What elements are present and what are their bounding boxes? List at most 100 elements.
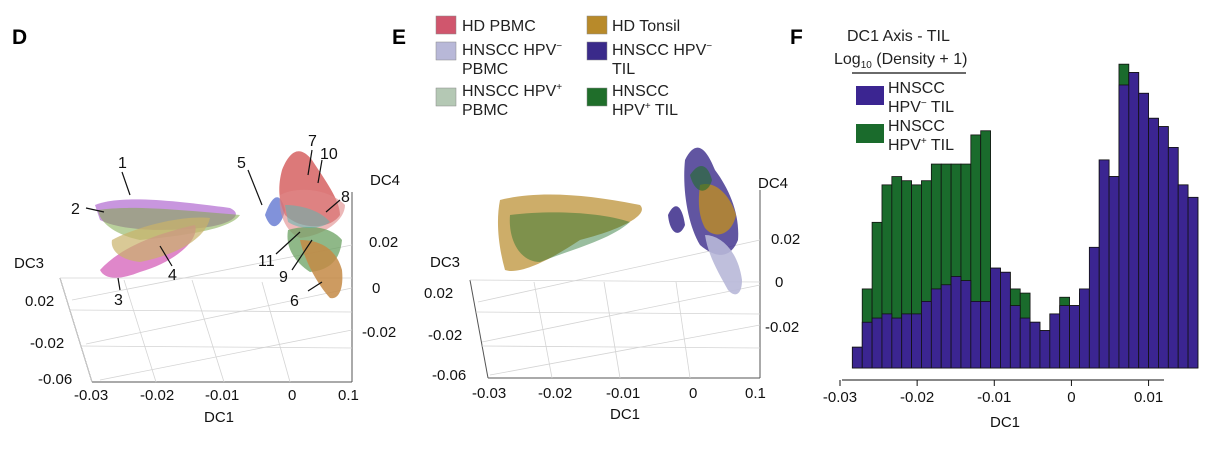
- panel-f-letter: F: [790, 26, 803, 49]
- histogram-bar: [1029, 321, 1041, 369]
- cluster-label-8: 8: [341, 189, 350, 206]
- cluster-label-9: 9: [279, 269, 288, 286]
- histogram-tick-label: 0: [1067, 389, 1075, 406]
- panel-e: E HD PBMC HNSCC HPV− PBMC HNSCC HPV+ PBM…: [392, 15, 800, 423]
- legend-label-f-1: HNSCC: [888, 80, 945, 97]
- cluster-label-2: 2: [71, 201, 80, 218]
- histogram-bar: [901, 313, 912, 369]
- histogram-bar: [1177, 184, 1189, 369]
- legend-swatch-hpvneg-pbmc: [435, 41, 457, 61]
- histogram-bar: [881, 313, 893, 369]
- histogram-bar: [861, 321, 873, 369]
- legend-label-hd-pbmc: HD PBMC: [462, 18, 536, 35]
- histogram-tick-label: 0.01: [1134, 389, 1163, 406]
- legend-label-f-2b: HPV+ TIL: [888, 136, 954, 154]
- panel-f: F DC1 Axis - TIL Log10 (Density + 1) HNS…: [790, 26, 1199, 431]
- histogram-title: DC1 Axis - TIL: [847, 28, 950, 45]
- dc1-tick: 0.1: [745, 385, 766, 402]
- histogram-bar: [1158, 126, 1169, 369]
- histogram-bar: [1009, 305, 1021, 369]
- cluster-label-6: 6: [290, 293, 299, 310]
- cluster-label-3: 3: [114, 292, 123, 309]
- histogram-bar: [911, 313, 922, 369]
- cluster-label-11: 11: [258, 253, 275, 270]
- legend-label-hpvneg-pbmc: HNSCC HPV−: [462, 41, 562, 59]
- histogram-bar: [1167, 147, 1179, 369]
- dc1-tick: -0.02: [140, 387, 174, 404]
- histogram-bar: [940, 284, 952, 369]
- legend-label-hpvpos-pbmc: HNSCC HPV+: [462, 82, 562, 100]
- histogram-bar: [1138, 92, 1149, 369]
- legend-swatch-hpvneg-til: [586, 41, 608, 61]
- dc1-tick: -0.03: [74, 387, 108, 404]
- legend-label-f-2: HNSCC: [888, 118, 945, 135]
- panel-e-points: [497, 147, 742, 295]
- histogram-bar: [1128, 72, 1140, 369]
- panel-d-points: [95, 151, 345, 299]
- panel-d-cluster-labels: 1 2 3 4 5 6 7 8 9 10 11: [71, 133, 350, 310]
- histogram-tick-label: -0.02: [900, 389, 934, 406]
- histogram-bar: [1069, 305, 1080, 369]
- dc1-tick: -0.01: [606, 385, 640, 402]
- dc3-tick: 0.02: [25, 293, 54, 310]
- legend-swatch-hpvpos-til: [586, 87, 608, 107]
- histogram-bar: [921, 301, 932, 369]
- dc4-tick: 0: [372, 280, 380, 297]
- histogram-bar: [871, 317, 883, 369]
- histogram-subtitle: Log10 (Density + 1): [834, 51, 967, 71]
- histogram-bar: [970, 301, 982, 369]
- dc4-label: DC4: [758, 175, 788, 192]
- panel-e-letter: E: [392, 26, 406, 49]
- cluster-label-10: 10: [320, 146, 338, 163]
- legend-label-hpvpos-pbmc-2: PBMC: [462, 102, 508, 119]
- histogram-bar: [1059, 305, 1070, 369]
- legend-label-hpvpos-til: HNSCC: [612, 83, 669, 100]
- histogram-bar: [851, 346, 863, 369]
- legend-label-hpvneg-til-2: TIL: [612, 61, 635, 78]
- dc4-label: DC4: [370, 172, 400, 189]
- panel-e-ticks: DC4 0.02 0 -0.02 DC3 0.02 -0.02 -0.06 -0…: [424, 175, 800, 423]
- legend-swatch-hpvpos-til: [856, 124, 884, 143]
- dc1-tick: 0.1: [338, 387, 359, 404]
- panel-d-letter: D: [12, 26, 27, 49]
- cluster-label-1: 1: [118, 155, 127, 172]
- histogram-bar: [1118, 84, 1130, 369]
- dc4-tick: -0.02: [765, 319, 799, 336]
- legend-swatch-hd-tonsil: [586, 15, 608, 35]
- legend-label-f-1b: HPV− TIL: [888, 98, 954, 116]
- histogram-bar: [930, 288, 942, 369]
- histogram-bar: [1000, 271, 1011, 369]
- cluster-label-7: 7: [308, 133, 317, 150]
- cluster-label-4: 4: [168, 267, 177, 284]
- histogram-bar: [990, 267, 1001, 369]
- histogram-x-label: DC1: [990, 414, 1020, 431]
- legend-swatch-hpvneg-til: [856, 86, 884, 105]
- dc3-tick: -0.06: [432, 367, 466, 384]
- histogram-bar: [1098, 159, 1110, 369]
- legend-swatch-hpvpos-pbmc: [435, 87, 457, 107]
- histogram-bar: [1088, 246, 1100, 369]
- dc4-tick: -0.02: [362, 324, 396, 341]
- histogram-bar: [1187, 196, 1199, 369]
- panel-d-leaders: [85, 149, 341, 292]
- panel-e-axes: [469, 190, 761, 379]
- legend-label-hpvpos-til-2: HPV+ TIL: [612, 101, 678, 119]
- dc1-tick: -0.01: [205, 387, 239, 404]
- histogram-bar: [960, 280, 972, 369]
- dc1-tick: -0.03: [472, 385, 506, 402]
- dc3-tick: -0.02: [428, 327, 462, 344]
- histogram-bar: [1039, 330, 1051, 369]
- dc3-label: DC3: [14, 255, 44, 272]
- histogram-bar: [891, 317, 903, 369]
- dc1-label: DC1: [204, 409, 234, 426]
- panel-e-legend: HD PBMC HNSCC HPV− PBMC HNSCC HPV+ PBMC …: [435, 15, 712, 119]
- histogram-bar: [1148, 117, 1159, 369]
- histogram-ticks: -0.03 -0.02 -0.01 0 0.01: [823, 380, 1163, 406]
- dc1-tick: 0: [689, 385, 697, 402]
- dc3-tick: 0.02: [424, 285, 453, 302]
- dc3-tick: -0.06: [38, 371, 72, 388]
- cluster-label-5: 5: [237, 155, 246, 172]
- dc4-tick: 0.02: [771, 231, 800, 248]
- histogram-bar: [980, 301, 991, 369]
